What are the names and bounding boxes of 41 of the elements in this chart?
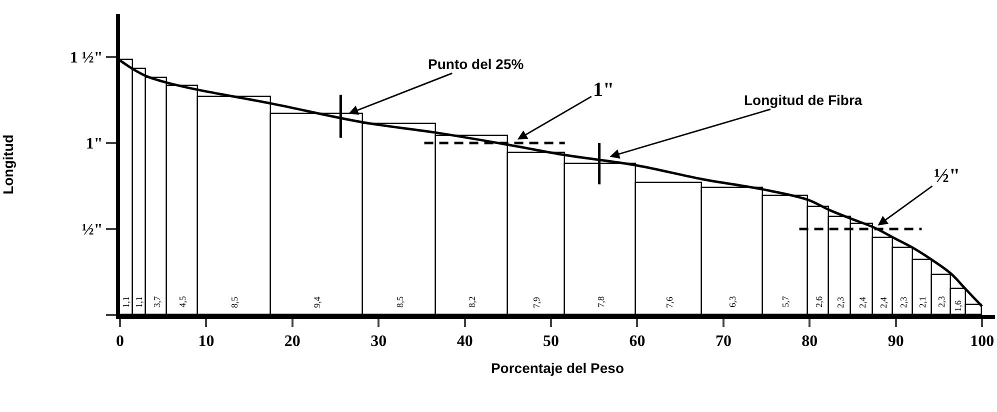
y-tick-label: 1" (86, 136, 103, 153)
annotation: 1,1 (121, 296, 132, 308)
annotation: 1,1 (134, 296, 144, 308)
annotation: 7,6 (664, 296, 674, 308)
x-tick-label: 60 (629, 333, 646, 350)
annotation: 7,9 (532, 296, 542, 308)
annotation: 8,5 (229, 296, 240, 308)
x-tick-label: 90 (888, 333, 904, 350)
annotation: 4,5 (178, 296, 188, 308)
x-tick-label: 100 (970, 333, 994, 350)
annotation: Punto del 25% (428, 56, 524, 72)
annotation: 2,1 (917, 296, 928, 308)
x-tick-label: 10 (198, 333, 214, 350)
annotation: 2,3 (835, 296, 846, 308)
x-tick-label: 20 (284, 333, 300, 350)
y-tick-label: 1 ½" (70, 50, 103, 67)
annotation: 2,3 (936, 296, 947, 308)
annotation: 7,8 (596, 296, 606, 308)
x-tick-label: 0 (116, 333, 124, 350)
y-tick-label: ½" (82, 222, 103, 239)
x-tick-label: 40 (456, 333, 473, 350)
x-tick-label: 30 (370, 333, 387, 350)
annotation: 6,3 (728, 296, 738, 308)
x-tick-label: 80 (802, 333, 818, 350)
annotation: 2,3 (898, 296, 908, 308)
annotation: Longitud de Fibra (744, 92, 862, 108)
y-axis-title: Longitud (0, 134, 16, 194)
annotation: 5,7 (780, 296, 791, 308)
annotation: 8,5 (394, 296, 405, 308)
annotation: 8,2 (466, 296, 477, 308)
annotation: ½" (934, 165, 960, 187)
annotation: 2,4 (857, 296, 868, 308)
x-tick-label: 70 (715, 333, 732, 350)
annotation: 2,6 (814, 296, 824, 308)
annotation: 2,4 (878, 296, 889, 308)
x-tick-label: 50 (543, 333, 560, 350)
annotation: 9,4 (312, 296, 322, 308)
x-axis-title: Porcentaje del Peso (490, 360, 624, 376)
annotation: 1" (593, 79, 614, 101)
annotation: 3,7 (152, 296, 162, 308)
annotation: 1,6 (953, 300, 964, 312)
